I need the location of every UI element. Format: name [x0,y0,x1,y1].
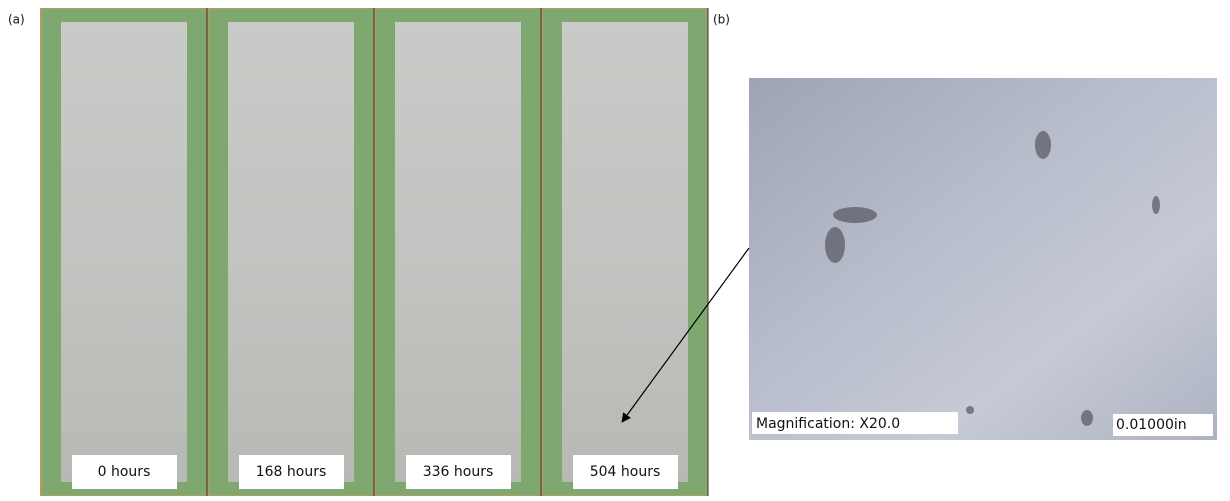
plate [61,22,187,482]
plate [562,22,688,482]
specimen-label: 504 hours [590,464,661,480]
page: (a) 0 hours 168 hours 336 hours 504 hours (… [0,0,1230,501]
panel-label: (a) [8,13,25,27]
plate [395,22,521,482]
panel-label: (b) [713,13,730,27]
figure: (a) 0 hours 168 hours 336 hours 504 hours (… [0,0,1230,501]
plate [228,22,354,482]
specimen-label: 0 hours [98,464,151,480]
specimen-label: 168 hours [256,464,327,480]
magnification: Magnification: X20.0 [756,416,900,432]
specimen-label: 336 hours [423,464,494,480]
micrograph [749,78,1217,440]
scale-label: 0.01000in [1116,417,1187,433]
